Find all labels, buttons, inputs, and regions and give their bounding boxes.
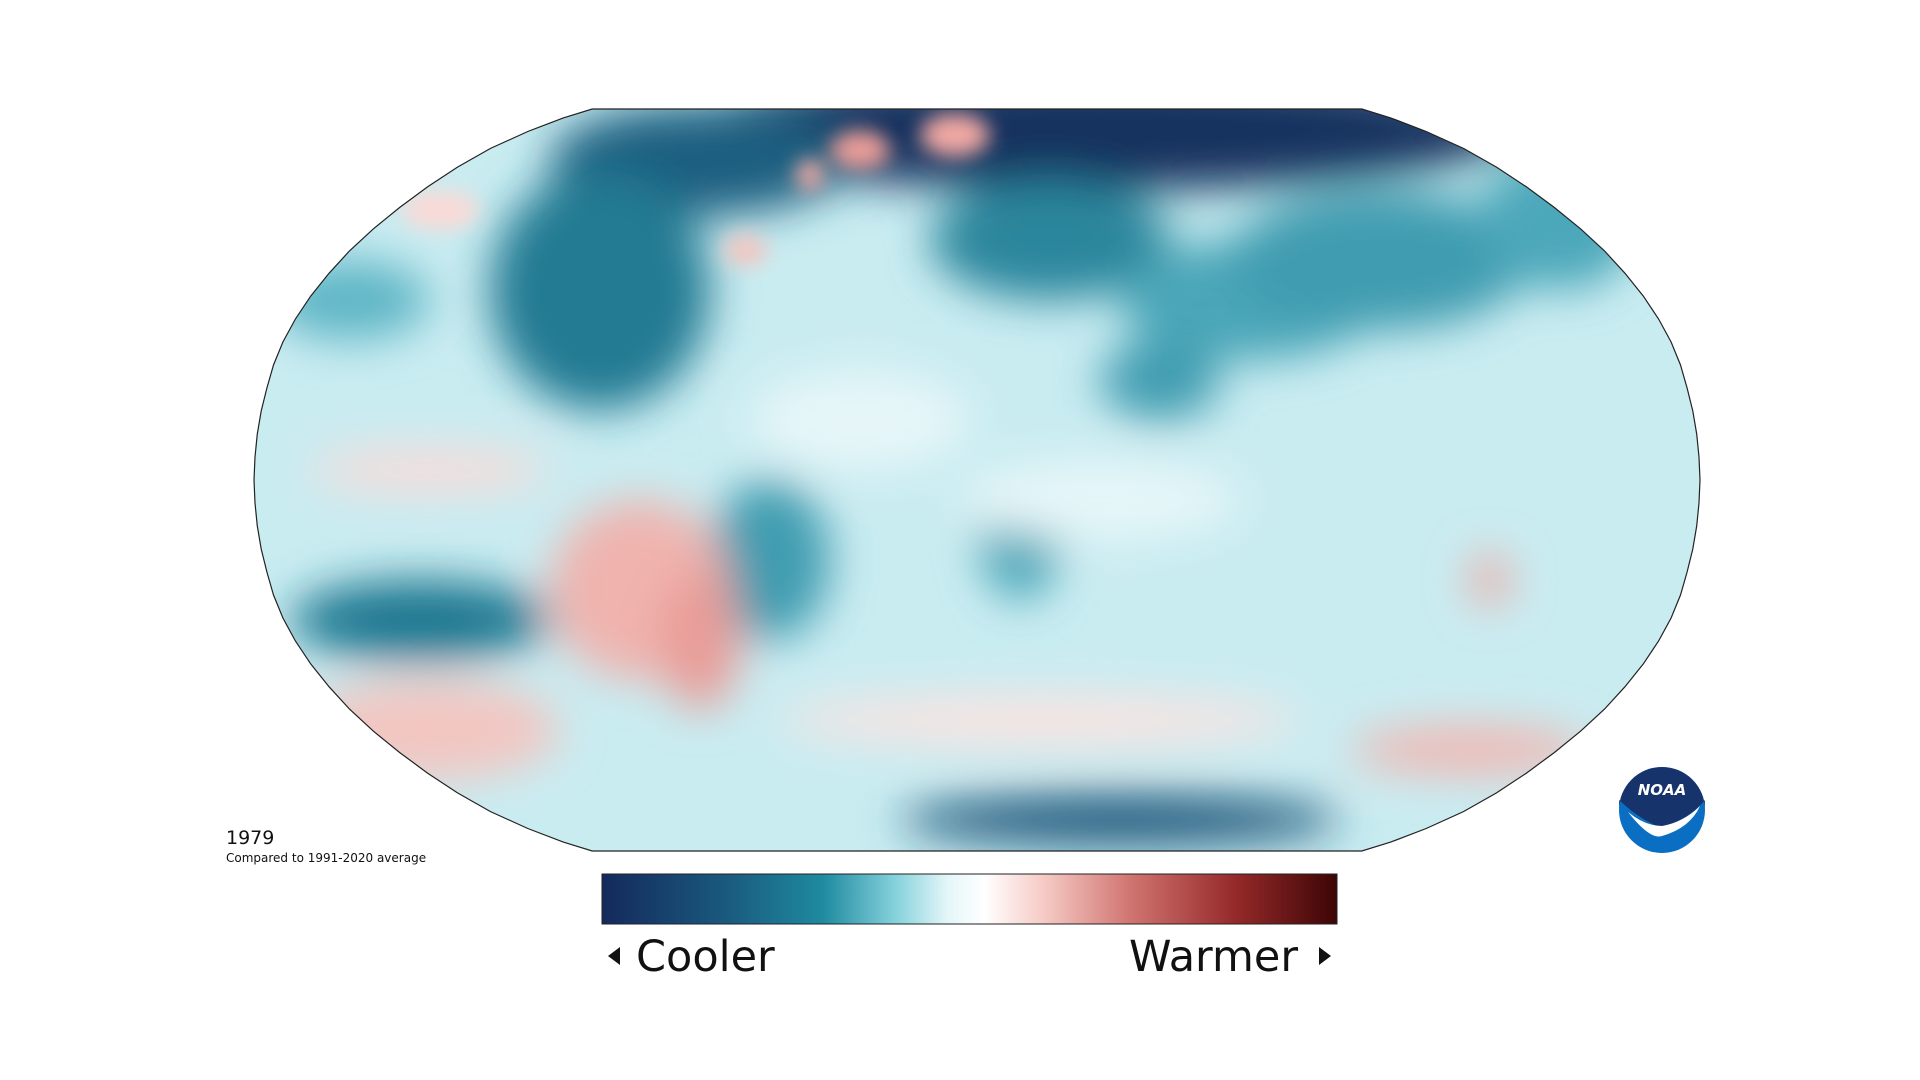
map-subtitle: Compared to 1991-2020 average: [226, 851, 426, 865]
noaa-logo: NOAA: [1619, 767, 1705, 853]
cooler-label: Cooler: [636, 932, 775, 982]
logo-top: [1619, 767, 1705, 828]
cooler-arrow: [608, 947, 620, 965]
map-year: 1979: [226, 827, 274, 849]
logo-bird: [1628, 806, 1700, 837]
warmer-label: Warmer: [1129, 932, 1298, 982]
anomaly-field: [254, 109, 1700, 851]
warmer-arrow: [1319, 947, 1331, 965]
field-details: [400, 113, 990, 266]
map-outline: [253, 108, 1701, 852]
logo-text: NOAA: [1638, 781, 1687, 799]
color-bar: [601, 873, 1338, 925]
field-blobs: [270, 109, 1640, 845]
